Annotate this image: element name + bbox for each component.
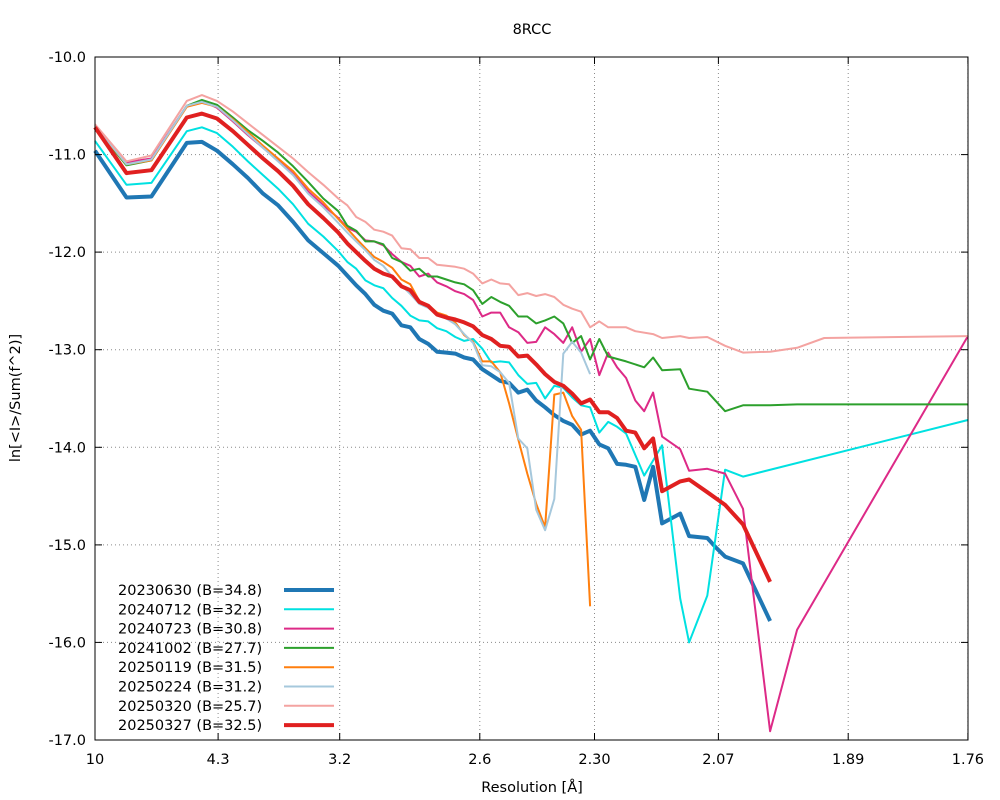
grid-lines	[94, 57, 969, 740]
y-tick-label: -16.0	[48, 635, 86, 651]
legend-label: 20240723 (B=30.8)	[118, 622, 262, 638]
x-tick-label: 2.30	[578, 752, 610, 768]
legend-label: 20250119 (B=31.5)	[118, 660, 262, 676]
legend-label: 20241002 (B=27.7)	[118, 641, 262, 657]
x-tick-label: 2.6	[468, 752, 491, 768]
x-tick-label: 10	[86, 752, 104, 768]
series-line-5	[94, 101, 592, 607]
y-tick-label: -15.0	[48, 538, 86, 554]
x-tick-label: 3.2	[328, 752, 351, 768]
series-line-7	[94, 94, 968, 354]
x-tick-label: 2.07	[702, 752, 734, 768]
series-line-2	[94, 126, 969, 644]
series-line-8	[93, 111, 772, 583]
legend-label: 20250327 (B=32.5)	[118, 718, 262, 734]
y-tick-label: -10.0	[48, 50, 86, 66]
y-tick-label: -14.0	[48, 440, 86, 456]
series-line-1	[93, 139, 772, 622]
x-tick-label: 1.76	[952, 752, 984, 768]
x-tick-label: 4.3	[207, 752, 230, 768]
series-layer	[93, 94, 969, 733]
y-tick-label: -12.0	[48, 245, 86, 261]
y-tick-label: -17.0	[48, 733, 86, 749]
legend-label: 20250224 (B=31.2)	[118, 680, 262, 696]
legend-label: 20230630 (B=34.8)	[118, 583, 262, 599]
plot-frame	[94, 56, 969, 741]
legend-label: 20250320 (B=25.7)	[118, 699, 262, 715]
y-tick-label: -13.0	[48, 343, 86, 359]
legend: 20230630 (B=34.8) 20240712 (B=32.2) 202407…	[118, 583, 334, 734]
axis-ticks: -10.0 -11.0 -12.0 -13.0 -14.0 -15.0 -16.0 -17.0…	[48, 50, 984, 768]
y-axis-label: ln[<I>/Sum(f^2)]	[8, 334, 24, 462]
legend-label: 20240712 (B=32.2)	[118, 602, 262, 618]
series-line-4	[94, 98, 968, 413]
x-axis-label: Resolution [Å]	[481, 779, 583, 796]
y-tick-label: -11.0	[48, 148, 86, 164]
x-tick-label: 1.89	[832, 752, 864, 768]
chart-title: 8RCC	[513, 22, 552, 38]
